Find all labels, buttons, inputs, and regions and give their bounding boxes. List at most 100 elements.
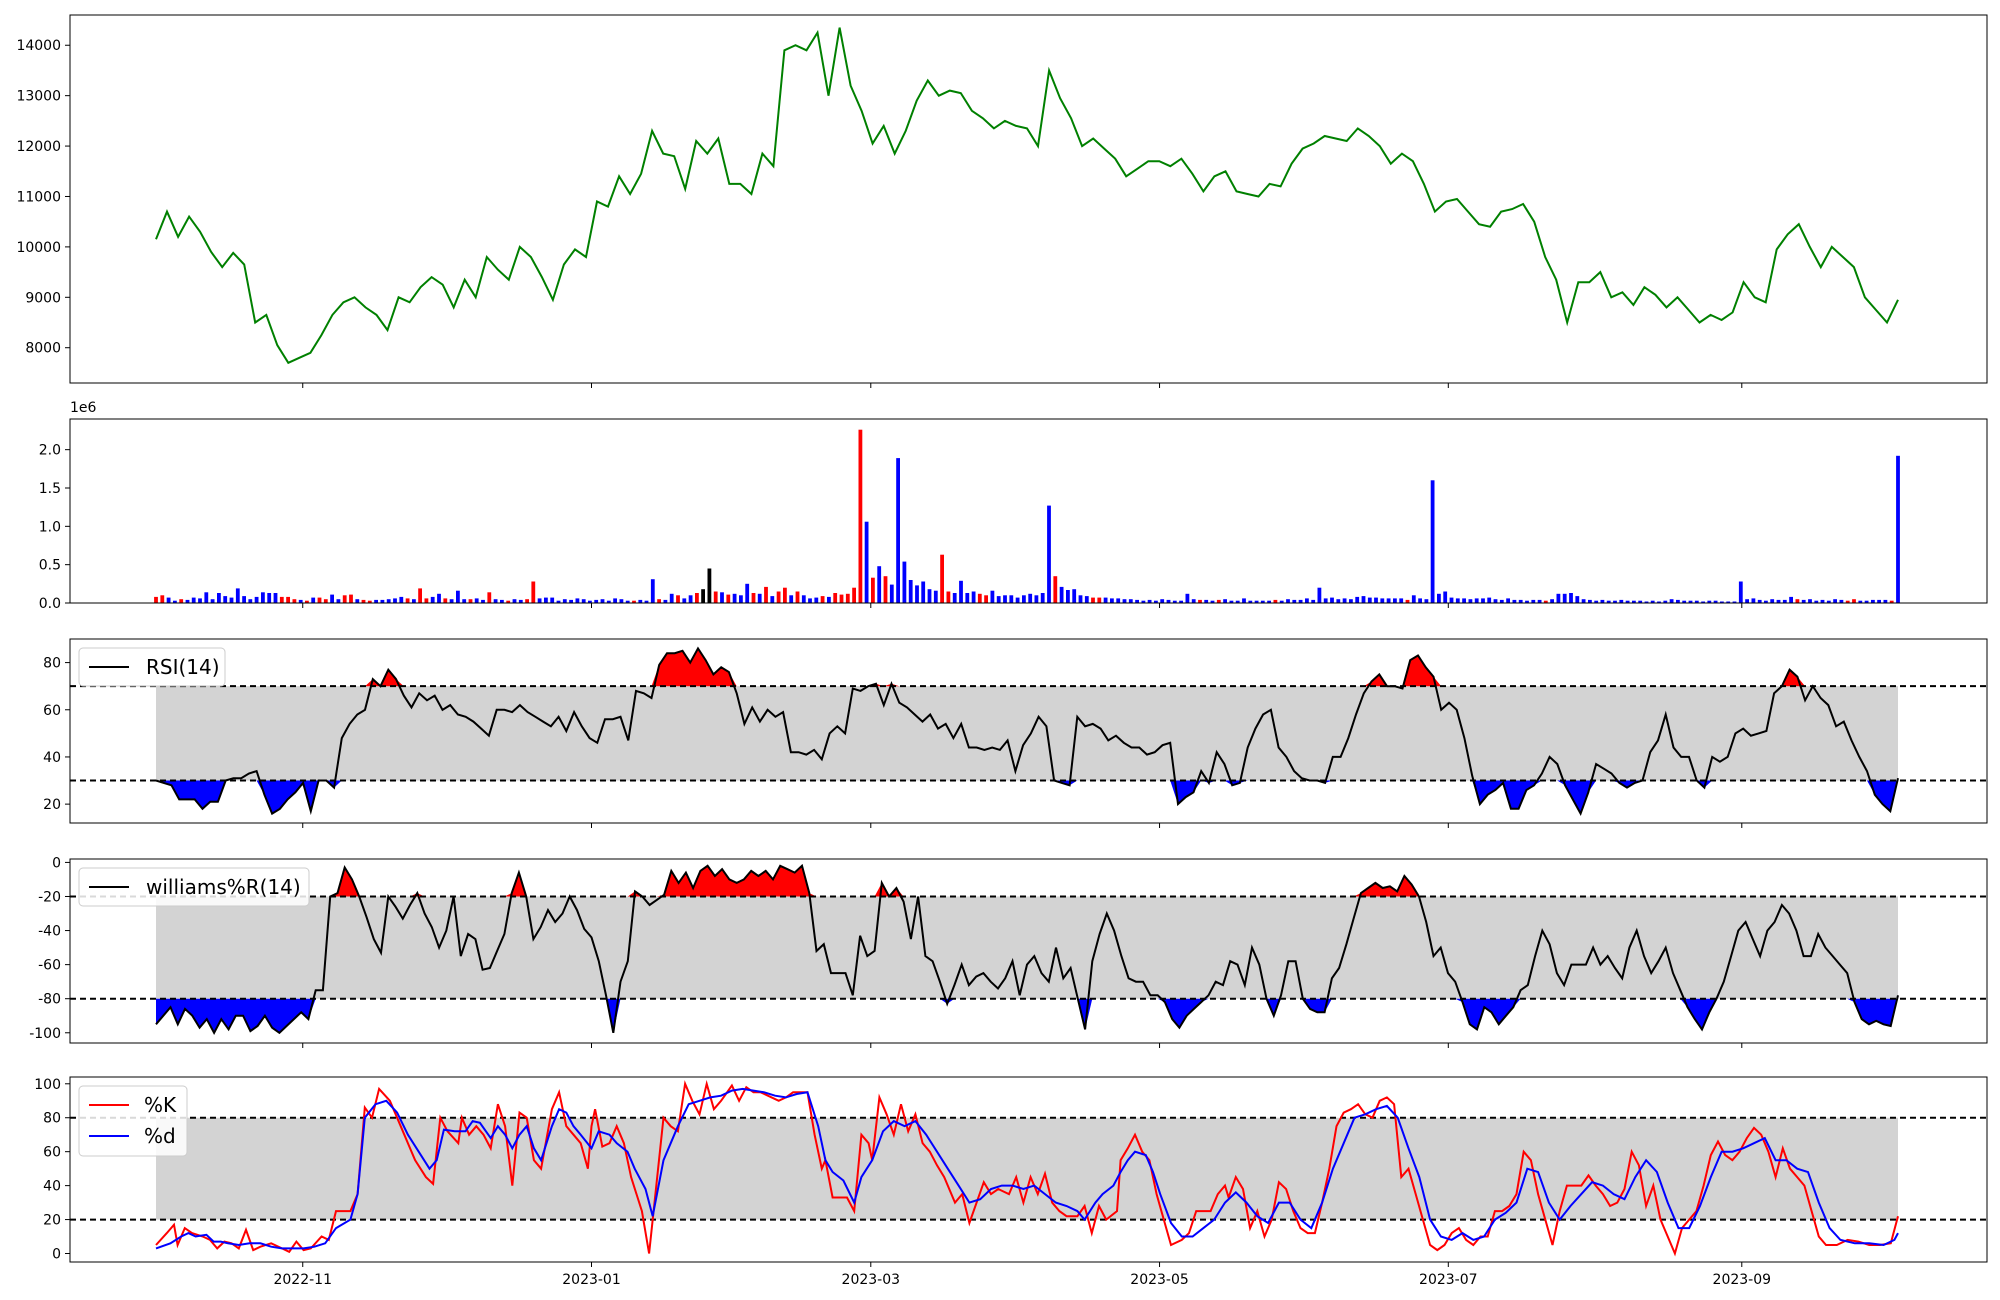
- volume-bar: [871, 577, 875, 603]
- volume-bar: [1072, 589, 1077, 603]
- y-tick-label: 14000: [16, 38, 61, 54]
- volume-bar: [1770, 599, 1775, 603]
- volume-bar: [1820, 599, 1825, 603]
- x-tick-label: 2023-01: [562, 1272, 621, 1288]
- volume-bar: [1499, 599, 1504, 603]
- volume-bar: [1858, 600, 1863, 603]
- volume-bar: [342, 595, 347, 603]
- volume-bar: [581, 599, 586, 603]
- x-axis: 2022-11 2023-01 2023-03 2023-05 2023-07 2023-…: [273, 383, 1771, 1288]
- volume-bar: [1462, 598, 1466, 603]
- volume-bar: [1556, 593, 1561, 603]
- volume-bar: [1625, 600, 1630, 603]
- volume-bar: [1871, 599, 1875, 603]
- volume-bar: [456, 590, 460, 603]
- volume-bar: [1248, 600, 1253, 603]
- volume-bar: [795, 591, 800, 603]
- volume-offset-label: 1e6: [70, 400, 97, 416]
- legend: %K %d: [78, 1085, 188, 1157]
- volume-bar: [783, 587, 787, 603]
- volume-bar: [1682, 600, 1687, 603]
- volume-bar: [1066, 590, 1070, 603]
- volume-bar: [1889, 600, 1894, 603]
- y-tick-label: 40: [43, 1179, 61, 1195]
- volume-bar: [537, 598, 542, 603]
- y-tick-label: 80: [43, 1111, 61, 1127]
- plot-frame: [69, 418, 1988, 604]
- volume-bar: [481, 599, 485, 603]
- volume-bar: [921, 581, 926, 603]
- volume-bar: [1336, 599, 1341, 603]
- volume-bar: [1191, 599, 1196, 603]
- volume-bar: [374, 599, 378, 603]
- volume-bar: [663, 599, 668, 603]
- volume-bar: [1562, 593, 1567, 603]
- volume-bar: [701, 589, 705, 603]
- volume-bar: [267, 593, 272, 603]
- volume-bar: [952, 593, 957, 603]
- volume-bar: [1474, 598, 1479, 603]
- volume-bar: [1594, 600, 1599, 603]
- volume-bar: [1424, 599, 1429, 603]
- volume-bar: [864, 521, 869, 603]
- plot-frame: [69, 638, 1988, 824]
- volume-bar: [688, 595, 693, 603]
- volume-bar: [242, 596, 246, 603]
- volume-bar: [996, 596, 1001, 603]
- volume-bar: [1003, 595, 1007, 603]
- volume-bar: [336, 599, 341, 603]
- neutral-band: [156, 686, 1898, 781]
- y-tick-label: 10000: [16, 240, 61, 256]
- volume-bar: [632, 600, 636, 603]
- volume-bar: [1694, 600, 1699, 603]
- volume-bar: [883, 576, 888, 603]
- volume-bar: [1537, 599, 1542, 603]
- volume-bar: [1443, 591, 1448, 603]
- volume-bar: [323, 599, 328, 603]
- volume-bar: [1543, 600, 1548, 603]
- volume-bar: [1380, 598, 1385, 603]
- volume-bar: [1305, 598, 1309, 603]
- volume-bar: [1116, 598, 1121, 603]
- legend-box: [78, 647, 226, 687]
- volume-bar: [273, 593, 278, 603]
- volume-bar: [380, 599, 385, 603]
- volume-bar: [1606, 600, 1611, 603]
- volume-bar: [191, 597, 196, 603]
- volume-bar: [1160, 599, 1165, 603]
- volume-bar: [801, 595, 806, 603]
- volume-bar: [1657, 601, 1661, 603]
- legend-label: williams%R(14): [146, 875, 301, 899]
- volume-bar: [1103, 597, 1108, 603]
- volume-bar: [1210, 600, 1215, 603]
- y-tick-label: 20: [43, 797, 61, 813]
- volume-bar: [500, 599, 504, 603]
- y-tick-label: 1.0: [39, 519, 61, 535]
- volume-bar: [1147, 599, 1152, 603]
- volume-bar: [204, 592, 209, 603]
- volume-bar: [1481, 598, 1485, 603]
- x-tick-label: 2022-11: [273, 1272, 332, 1288]
- volume-bar: [858, 429, 863, 603]
- volume-bar: [1311, 599, 1316, 603]
- volume-bar: [1575, 596, 1580, 603]
- volume-bar: [1386, 598, 1391, 603]
- volume-bar: [695, 593, 699, 603]
- volume-bar: [449, 599, 454, 603]
- volume-bar: [235, 588, 240, 603]
- volume-bar: [1040, 593, 1045, 603]
- volume-bar: [1776, 599, 1781, 603]
- neutral-band: [156, 1117, 1898, 1220]
- neutral-band: [156, 896, 1898, 999]
- volume-bar: [1669, 599, 1674, 603]
- volume-bar: [600, 599, 605, 603]
- volume-bar: [933, 590, 938, 603]
- volume-bar: [1128, 599, 1133, 603]
- volume-bar: [575, 598, 580, 603]
- volume-bar: [990, 590, 995, 603]
- volume-bar: [1418, 598, 1422, 603]
- volume-bar: [1154, 600, 1158, 603]
- y-tick-label: -60: [38, 958, 61, 974]
- volume-bar: [669, 593, 674, 603]
- y-tick-label: 80: [43, 656, 61, 672]
